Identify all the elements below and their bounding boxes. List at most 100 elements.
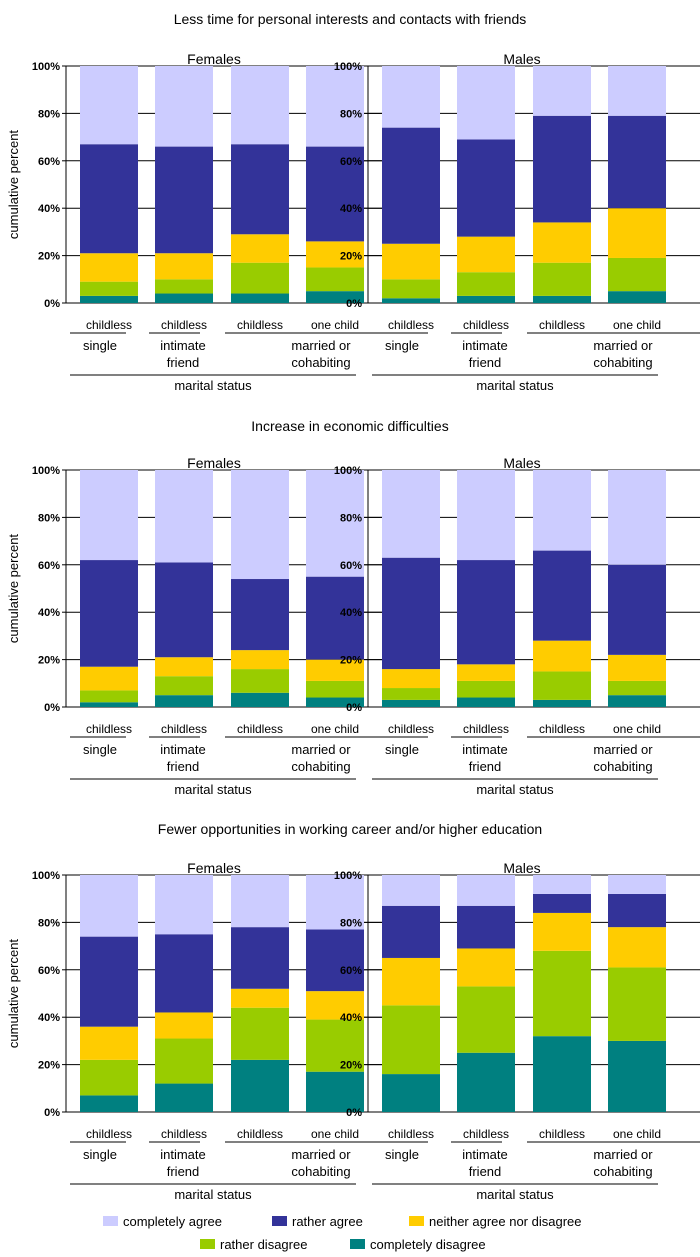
category-label: one child [613,318,661,332]
bar-segment [306,697,364,707]
bar-segment [457,986,515,1053]
category-label: one child [613,722,661,736]
chart-title: Increase in economic difficulties [251,418,448,434]
bar-segment [155,1083,213,1112]
bar-segment [533,1036,591,1112]
category-label: childless [539,318,585,332]
y-tick-label: 100% [32,870,60,882]
x-axis-label: marital status [476,1187,554,1202]
bar-segment [231,579,289,651]
bar-segment [608,66,666,116]
bar-segment [155,695,213,707]
group-label: cohabiting [593,355,652,370]
group-label: married or [291,1147,351,1162]
group-label: single [385,742,419,757]
bar-segment [306,991,364,1020]
bar-segment [457,1052,515,1112]
panel-title: Males [503,51,540,67]
legend-label: rather agree [292,1214,363,1229]
y-tick-label: 100% [334,61,362,73]
bar-segment [80,295,138,303]
bar-segment [80,702,138,707]
bar-segment [608,1040,666,1112]
bar-segment [80,281,138,296]
bar-segment [608,115,666,209]
y-tick-label: 0% [346,298,362,310]
bar-segment [608,654,666,681]
y-tick-label: 80% [340,512,362,524]
chart-panel-males-2: Males 0% 20% 40% 60% 80% 100% childless childles… [334,455,700,797]
bar-segment [306,241,364,268]
bar-segment [533,550,591,641]
bar-segment [382,66,440,128]
bar-segment [533,893,591,913]
x-axis-label: marital status [174,1187,252,1202]
bar-segment [382,1005,440,1075]
bar-segment [457,948,515,987]
bar-segment [155,934,213,1013]
category-label: childless [539,722,585,736]
bar-segment [533,671,591,700]
bar-segment [608,208,666,258]
bar-segment [457,560,515,665]
bar-segment [80,1095,138,1112]
chart-panel-females-1: Less time for personal interests and con… [6,11,526,393]
group-label: cohabiting [593,759,652,774]
group-label: married or [291,742,351,757]
bar-segment [306,66,364,147]
bar-segment [80,66,138,145]
y-axis-label: cumulative percent [6,534,21,643]
bar-segment [382,905,440,958]
bar-segment [80,1059,138,1096]
group-label: married or [593,1147,653,1162]
category-label: childless [86,722,132,736]
bar-segment [457,664,515,681]
bar-segment [155,657,213,677]
group-label: intimate [462,1147,508,1162]
chart-panel-males-3: Males 0% 20% 40% 60% 80% 100% childless childles… [334,860,700,1202]
legend-label: rather disagree [220,1237,307,1252]
bar-segment [533,115,591,223]
panel-title: Males [503,455,540,471]
category-label: childless [237,722,283,736]
bar-segment [231,1007,289,1060]
category-label: childless [86,1127,132,1141]
bar-segment [608,291,666,303]
bar-segment [155,875,213,935]
bar-segment [306,267,364,292]
bar-segment [80,560,138,667]
bar-segment [382,957,440,1006]
category-label: one child [311,1127,359,1141]
category-label: childless [237,318,283,332]
bar-segment [608,564,666,655]
group-label: friend [167,759,200,774]
bar-segment [382,127,440,244]
y-tick-label: 20% [340,1060,362,1072]
y-tick-label: 80% [340,108,362,120]
bar-segment [382,699,440,707]
y-tick-label: 20% [38,655,60,667]
y-tick-label: 0% [346,1107,362,1119]
chart-panel-males-1: Males 0% 20% 40% 60% 80% 100% childless childles… [334,51,700,393]
y-tick-label: 40% [38,607,60,619]
legend-swatch [103,1216,118,1226]
category-label: childless [539,1127,585,1141]
category-label: childless [161,318,207,332]
bar-segment [457,697,515,707]
bar-segment [457,272,515,296]
group-label: intimate [462,742,508,757]
bar-segment [457,139,515,237]
y-tick-label: 60% [340,560,362,572]
bar-segment [80,253,138,282]
group-label: married or [291,338,351,353]
y-tick-label: 80% [38,917,60,929]
legend-label: completely agree [123,1214,222,1229]
bar-segment [533,295,591,303]
group-label: friend [469,355,502,370]
bar-segment [80,470,138,561]
group-label: intimate [462,338,508,353]
bar-segment [382,243,440,280]
y-tick-label: 40% [340,203,362,215]
y-tick-label: 20% [340,655,362,667]
bar-segment [457,295,515,303]
